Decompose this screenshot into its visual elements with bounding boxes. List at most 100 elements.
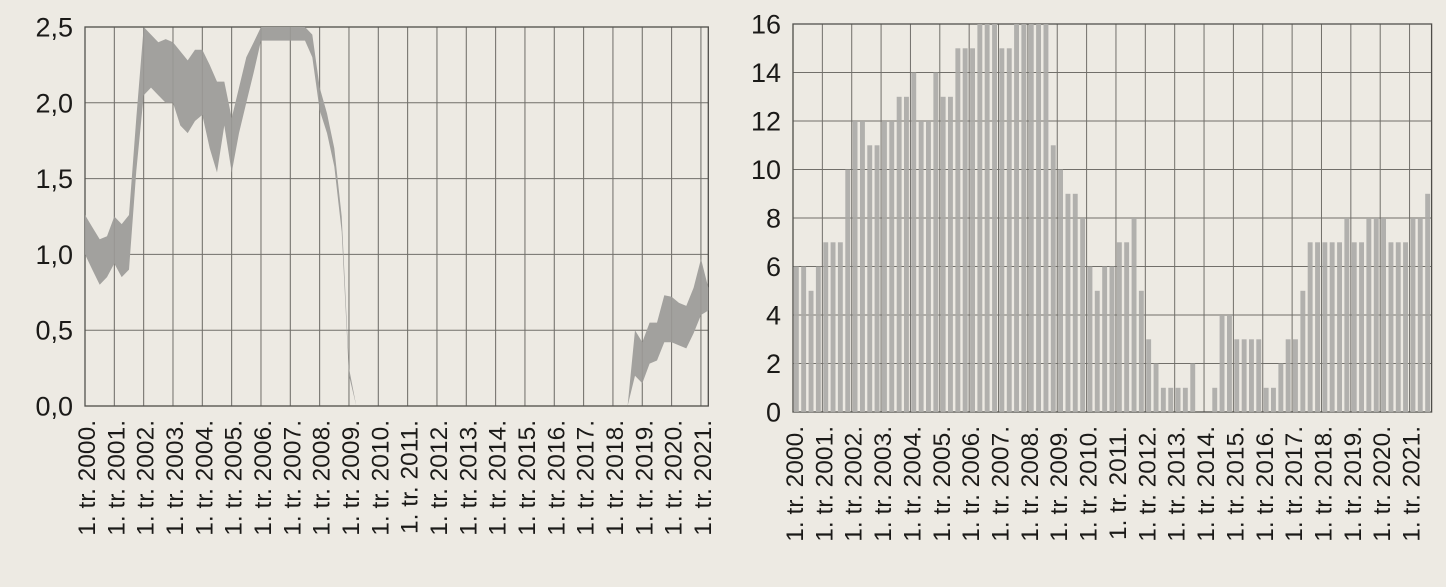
bar bbox=[1160, 387, 1166, 413]
x-tick-label: 1. tr. 2004. bbox=[899, 426, 926, 542]
bar bbox=[889, 121, 895, 412]
y-tick-label: 2,0 bbox=[35, 88, 73, 118]
x-tick-label: 1. tr. 2003. bbox=[162, 420, 189, 536]
bar bbox=[793, 266, 799, 412]
bar bbox=[933, 72, 939, 412]
x-tick-label: 1. tr. 2015. bbox=[514, 420, 541, 536]
x-tick-label: 1. tr. 2011. bbox=[397, 420, 424, 534]
x-tick-label: 1. tr. 2016. bbox=[1252, 426, 1279, 542]
bar bbox=[948, 96, 953, 413]
bar bbox=[1351, 242, 1357, 413]
bar bbox=[823, 242, 829, 413]
bar bbox=[977, 24, 983, 412]
y-tick-label: 8 bbox=[766, 204, 781, 234]
bar bbox=[882, 121, 887, 412]
band-chart: 2,52,01,51,00,50,01. tr. 2000. 1. tr. 200… bbox=[35, 13, 716, 536]
bar bbox=[1403, 242, 1408, 413]
y-tick-label: 0 bbox=[766, 398, 781, 428]
bar bbox=[1072, 193, 1078, 413]
grid-overlay bbox=[793, 23, 1432, 413]
bar bbox=[1381, 218, 1386, 412]
bar bbox=[992, 24, 997, 412]
bar bbox=[1190, 363, 1196, 412]
bar bbox=[1307, 242, 1313, 413]
bar bbox=[984, 24, 990, 412]
x-tick-label: 1. tr. 2021. bbox=[690, 420, 717, 536]
bar bbox=[904, 96, 909, 413]
bar bbox=[940, 96, 946, 413]
x-tick-label: 1. tr. 2010. bbox=[1076, 426, 1103, 542]
x-tick-label: 1. tr. 2015. bbox=[1222, 426, 1249, 542]
bar bbox=[1065, 193, 1071, 413]
bar bbox=[1388, 242, 1394, 413]
x-tick-label: 1. tr. 2008. bbox=[1017, 426, 1044, 542]
bar bbox=[1050, 145, 1056, 413]
bar bbox=[1058, 169, 1063, 412]
bar bbox=[1080, 218, 1086, 412]
bar bbox=[918, 121, 924, 412]
x-tick-label: 1. tr. 2018. bbox=[602, 420, 629, 536]
bar bbox=[1410, 218, 1416, 412]
x-tick-label: 1. tr. 2002. bbox=[841, 426, 868, 542]
bar bbox=[1036, 24, 1041, 412]
x-tick-label: 1. tr. 2020. bbox=[1369, 426, 1396, 542]
grid-overlay bbox=[84, 27, 702, 406]
bar bbox=[1417, 218, 1423, 412]
y-tick-label: 0,5 bbox=[35, 316, 73, 346]
x-tick-label: 1. tr. 2017. bbox=[573, 420, 600, 536]
x-tick-label: 1. tr. 2012. bbox=[426, 420, 453, 536]
x-tick-label: 1. tr. 2009. bbox=[338, 420, 365, 536]
bar bbox=[955, 48, 961, 413]
y-tick-label: 12 bbox=[751, 107, 781, 137]
x-tick-label: 1. tr. 2011. bbox=[1105, 426, 1132, 540]
bar bbox=[1263, 387, 1269, 413]
bar bbox=[874, 145, 880, 413]
x-tick-label: 1. tr. 2016. bbox=[543, 420, 570, 536]
x-tick-label: 1. tr. 2007. bbox=[988, 426, 1015, 542]
x-tick-label: 1. tr. 2000. bbox=[782, 426, 809, 542]
confidence-band bbox=[627, 258, 709, 406]
x-tick-label: 1. tr. 2009. bbox=[1046, 426, 1073, 542]
bar bbox=[1322, 242, 1328, 413]
bar bbox=[1146, 339, 1152, 413]
bar bbox=[1124, 242, 1130, 413]
bar bbox=[999, 48, 1005, 413]
bar bbox=[1271, 387, 1276, 413]
x-tick-label: 1. tr. 2019. bbox=[631, 420, 658, 536]
x-tick-label: 1. tr. 2020. bbox=[661, 420, 688, 536]
bar bbox=[962, 48, 968, 413]
bar bbox=[1425, 193, 1431, 413]
bar bbox=[1006, 48, 1012, 413]
x-tick-label: 1. tr. 2014. bbox=[485, 420, 512, 536]
bar bbox=[1256, 339, 1262, 413]
x-tick-label: 1. tr. 2013. bbox=[455, 420, 482, 536]
bar bbox=[1131, 218, 1137, 412]
x-tick-label: 1. tr. 2001. bbox=[811, 426, 838, 542]
y-tick-label: 16 bbox=[751, 10, 781, 40]
x-tick-label: 1. tr. 2006. bbox=[958, 426, 985, 542]
bar bbox=[845, 169, 851, 412]
bar bbox=[1153, 363, 1159, 412]
bar bbox=[1212, 387, 1218, 413]
bar bbox=[1359, 242, 1364, 413]
x-tick-label: 1. tr. 2014. bbox=[1193, 426, 1220, 542]
x-tick-label: 1. tr. 2008. bbox=[309, 420, 336, 536]
bars bbox=[793, 24, 1431, 413]
bar bbox=[1087, 266, 1093, 412]
bar bbox=[852, 121, 858, 412]
bar bbox=[970, 48, 975, 413]
x-tick-label: 1. tr. 2007. bbox=[279, 420, 306, 536]
bar bbox=[801, 266, 807, 412]
bar bbox=[1366, 218, 1372, 412]
bar bbox=[1116, 242, 1122, 413]
bar bbox=[1249, 339, 1254, 413]
y-axis-labels: 16 14 12 10 8 6 4 2 0 bbox=[751, 10, 781, 428]
x-tick-label: 1. tr. 2006. bbox=[250, 420, 277, 536]
bar bbox=[1278, 363, 1284, 412]
bar bbox=[830, 242, 836, 413]
bar bbox=[1300, 290, 1306, 413]
y-tick-label: 2 bbox=[766, 349, 781, 379]
bar bbox=[1344, 218, 1350, 412]
bar bbox=[867, 145, 873, 413]
